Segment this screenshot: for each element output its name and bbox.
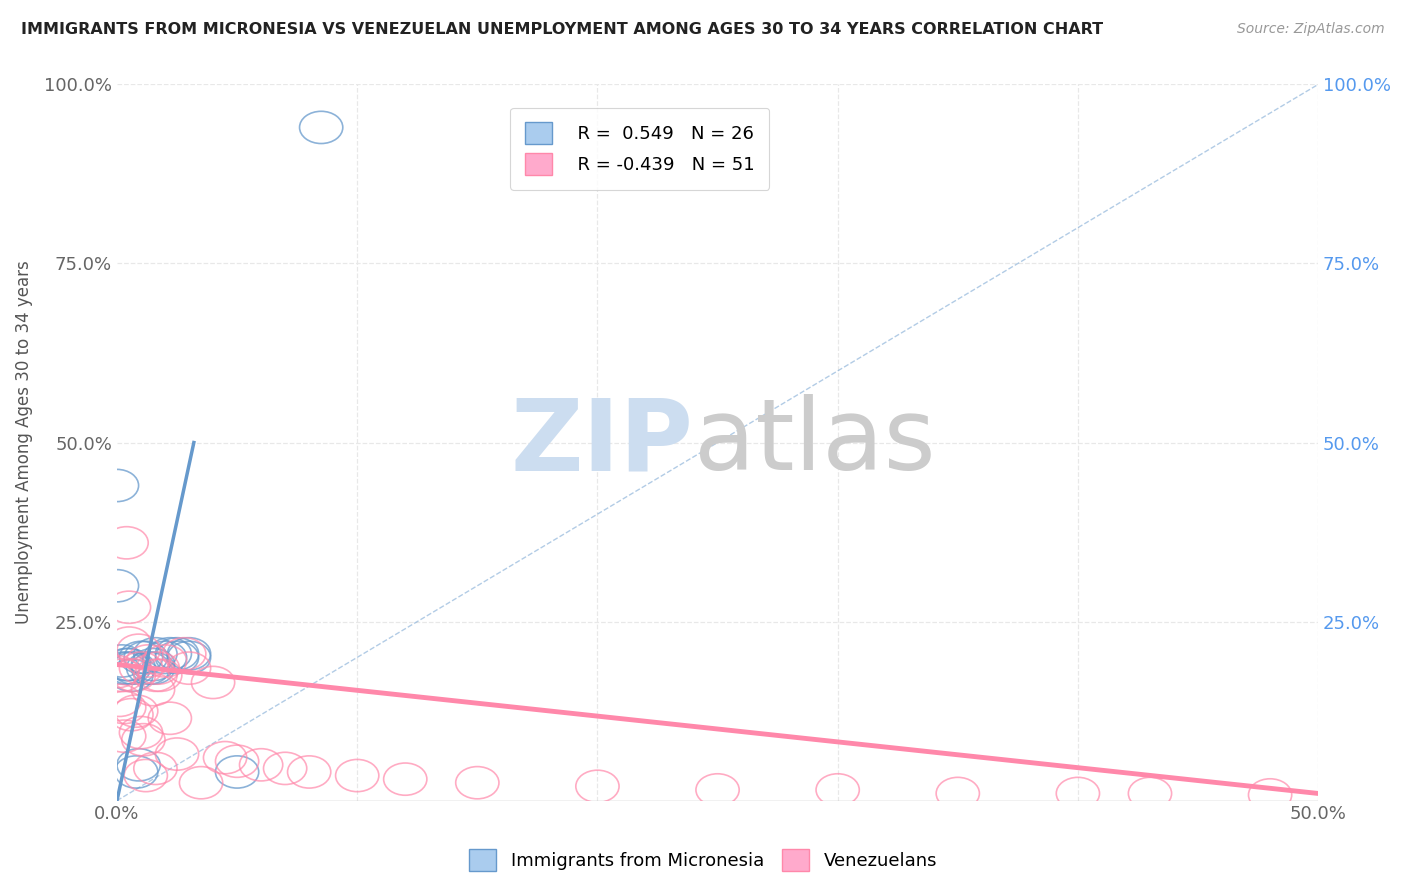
Text: IMMIGRANTS FROM MICRONESIA VS VENEZUELAN UNEMPLOYMENT AMONG AGES 30 TO 34 YEARS : IMMIGRANTS FROM MICRONESIA VS VENEZUELAN… [21, 22, 1104, 37]
Legend:   R =  0.549   N = 26,   R = -0.439   N = 51: R = 0.549 N = 26, R = -0.439 N = 51 [510, 108, 769, 190]
Text: ZIP: ZIP [510, 394, 693, 491]
Text: atlas: atlas [693, 394, 935, 491]
Y-axis label: Unemployment Among Ages 30 to 34 years: Unemployment Among Ages 30 to 34 years [15, 260, 32, 624]
Legend: Immigrants from Micronesia, Venezuelans: Immigrants from Micronesia, Venezuelans [461, 842, 945, 879]
Text: Source: ZipAtlas.com: Source: ZipAtlas.com [1237, 22, 1385, 37]
